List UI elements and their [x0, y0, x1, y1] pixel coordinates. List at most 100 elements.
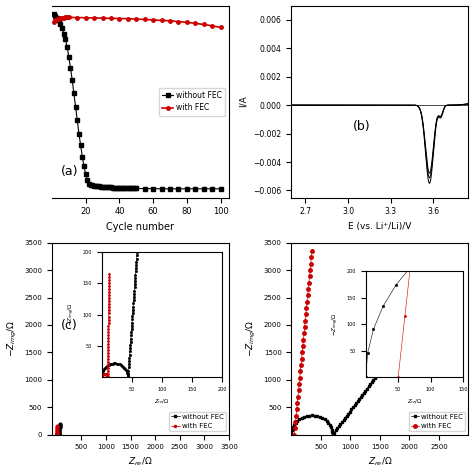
with FEC: [201, 22, 207, 27]
with FEC: [150, 17, 156, 23]
without FEC: [304, 413, 310, 419]
without FEC: [218, 186, 223, 191]
with FEC: [296, 381, 302, 387]
with FEC: [175, 19, 181, 25]
Text: (c): (c): [61, 319, 78, 332]
with FEC: [64, 15, 70, 20]
Text: (a): (a): [61, 164, 78, 178]
with FEC: [117, 16, 122, 21]
with FEC: [53, 17, 58, 23]
with FEC: [56, 16, 62, 21]
with FEC: [292, 432, 297, 438]
with FEC: [300, 343, 306, 349]
Legend: without FEC, with FEC: without FEC, with FEC: [159, 88, 225, 116]
without FEC: [159, 186, 164, 191]
with FEC: [51, 19, 56, 25]
Line: without FEC: without FEC: [290, 362, 387, 436]
with FEC: [301, 330, 307, 336]
with FEC: [303, 311, 309, 317]
with FEC: [100, 15, 105, 21]
with FEC: [55, 425, 60, 431]
Text: (b): (b): [353, 120, 371, 133]
Line: without FEC: without FEC: [56, 423, 61, 436]
with FEC: [125, 16, 131, 21]
with FEC: [66, 15, 72, 20]
without FEC: [317, 414, 323, 420]
with FEC: [55, 432, 60, 438]
with FEC: [306, 280, 312, 285]
with FEC: [159, 18, 164, 23]
with FEC: [304, 305, 310, 311]
without FEC: [51, 11, 56, 17]
with FEC: [298, 368, 303, 374]
without FEC: [383, 361, 389, 366]
with FEC: [305, 292, 310, 298]
Line: with FEC: with FEC: [292, 249, 314, 437]
without FEC: [80, 154, 85, 160]
with FEC: [296, 387, 301, 393]
without FEC: [83, 171, 89, 177]
X-axis label: $Z_{re}$/Ω: $Z_{re}$/Ω: [368, 456, 392, 468]
without FEC: [327, 422, 333, 428]
with FEC: [293, 413, 299, 419]
with FEC: [55, 431, 60, 437]
with FEC: [167, 18, 173, 24]
without FEC: [326, 420, 331, 426]
with FEC: [292, 426, 298, 431]
without FEC: [84, 177, 90, 182]
without FEC: [76, 131, 82, 137]
with FEC: [54, 16, 60, 22]
with FEC: [302, 324, 308, 330]
Legend: without FEC, with FEC: without FEC, with FEC: [409, 411, 465, 431]
with FEC: [184, 19, 190, 25]
with FEC: [83, 15, 89, 20]
with FEC: [301, 337, 306, 342]
with FEC: [74, 15, 80, 20]
without FEC: [55, 431, 61, 437]
with FEC: [218, 25, 223, 30]
without FEC: [113, 185, 119, 191]
with FEC: [142, 17, 147, 22]
without FEC: [322, 417, 328, 422]
with FEC: [309, 255, 314, 260]
with FEC: [55, 423, 60, 428]
with FEC: [295, 394, 301, 400]
with FEC: [59, 15, 65, 20]
without FEC: [68, 65, 73, 71]
with FEC: [192, 20, 198, 26]
with FEC: [299, 356, 304, 362]
with FEC: [134, 16, 139, 22]
with FEC: [108, 16, 114, 21]
with FEC: [294, 400, 300, 406]
with FEC: [307, 267, 313, 273]
without FEC: [56, 431, 62, 437]
without FEC: [289, 432, 294, 438]
without FEC: [57, 421, 63, 427]
with FEC: [302, 318, 308, 323]
with FEC: [54, 431, 60, 437]
X-axis label: $Z_{re}$/Ω: $Z_{re}$/Ω: [128, 456, 153, 468]
with FEC: [308, 261, 314, 266]
Line: with FEC: with FEC: [52, 16, 222, 29]
Line: with FEC: with FEC: [56, 425, 58, 436]
without FEC: [57, 424, 63, 429]
without FEC: [348, 407, 354, 412]
Y-axis label: $-Z_{img}$/Ω: $-Z_{img}$/Ω: [245, 320, 258, 357]
with FEC: [210, 23, 215, 28]
with FEC: [63, 15, 68, 20]
with FEC: [298, 362, 304, 368]
Line: without FEC: without FEC: [52, 12, 222, 191]
Legend: without FEC, with FEC: without FEC, with FEC: [169, 411, 226, 431]
with FEC: [54, 432, 60, 438]
without FEC: [54, 432, 60, 438]
without FEC: [55, 431, 61, 437]
without FEC: [57, 424, 63, 429]
with FEC: [307, 273, 312, 279]
with FEC: [91, 15, 97, 21]
with FEC: [292, 419, 298, 425]
with FEC: [61, 15, 66, 20]
Y-axis label: $-Z_{img}$/Ω: $-Z_{img}$/Ω: [6, 320, 18, 357]
with FEC: [304, 299, 310, 304]
Text: (d): (d): [371, 319, 389, 332]
with FEC: [309, 248, 315, 254]
